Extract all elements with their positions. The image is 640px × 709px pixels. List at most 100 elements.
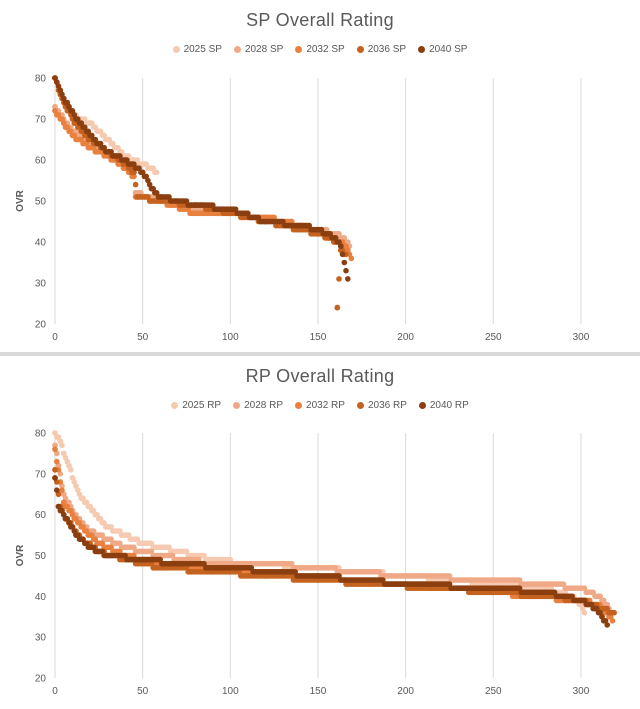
legend-swatch — [233, 402, 241, 409]
y-tick-label: 50 — [35, 197, 47, 208]
data-point — [57, 438, 64, 444]
legend-swatch — [295, 46, 303, 53]
data-point — [54, 458, 60, 465]
data-point — [73, 116, 79, 122]
data-point — [61, 120, 67, 126]
rp-scatter-plot: 0 50 100 150 200 250 300 20 30 40 50 60 70 80 OVR — [15, 429, 617, 697]
data-point — [66, 462, 72, 469]
y-axis-label: OVR — [15, 189, 26, 211]
legend-swatch — [418, 46, 426, 53]
x-tick-label: 100 — [222, 686, 239, 697]
data-point — [490, 577, 497, 583]
legend-label: 2032 SP — [306, 44, 345, 55]
data-point — [122, 157, 128, 163]
data-point — [52, 467, 58, 473]
x-tick-label: 250 — [485, 686, 502, 697]
y-tick-label: 20 — [35, 674, 47, 685]
legend-label: 2036 RP — [367, 400, 407, 411]
data-point — [599, 614, 605, 620]
data-point — [66, 103, 72, 110]
data-point — [315, 573, 321, 579]
data-point — [148, 165, 155, 171]
data-point — [611, 609, 617, 616]
legend-swatch — [172, 46, 180, 53]
legend-swatch — [171, 402, 179, 409]
data-point — [262, 560, 269, 567]
y-tick-label: 50 — [35, 551, 47, 562]
data-point — [113, 144, 120, 151]
data-point — [52, 103, 58, 110]
x-tick-label: 300 — [573, 332, 590, 343]
x-tick-label: 50 — [137, 332, 149, 343]
x-tick-label: 250 — [485, 332, 502, 343]
data-point — [139, 161, 146, 167]
legend-swatch — [418, 402, 426, 409]
data-point — [52, 75, 58, 81]
data-point — [96, 540, 102, 547]
legend: 2025 SP 2028 SP 2032 SP 2036 SP 2040 SP — [0, 44, 640, 55]
data-point — [174, 560, 181, 567]
data-point — [609, 618, 616, 624]
data-point — [87, 120, 93, 126]
data-point — [61, 499, 67, 506]
data-point — [104, 136, 111, 143]
data-point — [581, 609, 588, 616]
legend-item: 2032 RP — [295, 400, 345, 411]
data-point — [332, 235, 339, 241]
data-point — [174, 548, 181, 555]
data-point — [96, 128, 102, 135]
legend-swatch — [356, 402, 364, 409]
x-tick-label: 300 — [573, 686, 590, 697]
legend-label: 2036 SP — [367, 44, 407, 55]
data-point — [336, 276, 342, 282]
data-point — [338, 243, 344, 249]
data-point — [52, 475, 58, 481]
y-axis-label: OVR — [15, 544, 26, 566]
sp-scatter-plot: 0 50 100 150 200 250 300 20 30 40 50 60 70 80 OVR — [15, 74, 590, 344]
data-point — [66, 520, 72, 526]
data-point — [57, 87, 64, 94]
data-point — [543, 581, 549, 587]
data-point — [227, 565, 234, 571]
data-point — [69, 475, 76, 481]
x-tick-label: 150 — [310, 686, 327, 697]
data-point — [104, 149, 111, 155]
data-point — [152, 190, 158, 196]
y-tick-label: 60 — [35, 510, 47, 521]
data-point — [592, 605, 598, 612]
data-point — [578, 597, 584, 604]
data-point — [52, 442, 58, 449]
legend-item: 2040 SP — [418, 44, 467, 55]
data-point — [69, 132, 76, 139]
data-point — [134, 194, 141, 200]
sp-chart-panel: SP Overall Rating 2025 SP 2028 SP 2032 SP 2… — [0, 0, 640, 352]
data-point — [96, 516, 102, 522]
legend: 2025 RP 2028 RP 2032 RP 2036 RP 2040 RP — [0, 400, 640, 411]
chart-title: RP Overall Rating — [245, 366, 395, 386]
legend-label: 2025 RP — [182, 400, 222, 411]
legend-item: 2032 SP — [295, 44, 345, 55]
x-tick-label: 200 — [397, 332, 414, 343]
y-tick-label: 70 — [35, 469, 47, 480]
data-point — [73, 532, 79, 538]
data-point — [132, 181, 139, 188]
data-point — [153, 169, 160, 176]
data-point — [52, 430, 58, 436]
legend-item: 2025 SP — [172, 44, 222, 55]
data-point — [54, 487, 60, 493]
data-point — [334, 304, 341, 311]
data-point — [402, 581, 409, 587]
rp-chart-panel: RP Overall Rating 2025 RP 2028 RP 2032 RP 2… — [0, 356, 640, 709]
legend-label: 2028 SP — [244, 44, 284, 55]
y-tick-label: 40 — [35, 238, 47, 249]
data-point — [87, 503, 93, 510]
data-point — [87, 544, 93, 551]
data-point — [52, 446, 58, 453]
data-point — [262, 218, 269, 225]
data-point — [139, 169, 146, 176]
legend-label: 2032 RP — [306, 400, 345, 411]
data-point — [69, 511, 76, 518]
series-2036-sp — [52, 75, 349, 311]
legend-item: 2036 SP — [356, 44, 407, 55]
data-point — [490, 585, 497, 591]
